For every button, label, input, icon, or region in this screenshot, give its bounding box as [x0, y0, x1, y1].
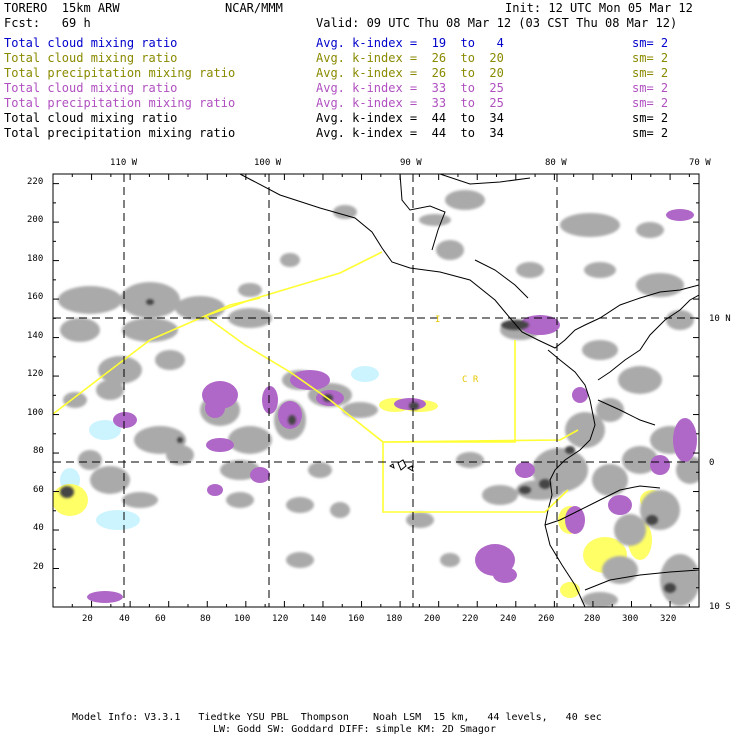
x-tick-label: 120	[272, 614, 289, 624]
x-tick-label: 240	[500, 614, 517, 624]
legend-kindex: Avg. k-index = 26 to 20	[316, 66, 504, 80]
x-tick-label: 160	[348, 614, 365, 624]
legend-smoothing: sm= 2	[632, 51, 669, 65]
x-tick-label: 220	[462, 614, 479, 624]
field-layer: C R I	[53, 174, 699, 607]
lon-label: 100 W	[254, 158, 282, 168]
plot-frame	[52, 173, 700, 608]
y-tick-label: 40	[33, 523, 44, 533]
legend-smoothing: sm= 2	[632, 36, 669, 50]
tick-marks	[52, 174, 699, 608]
legend-smoothing: sm= 2	[632, 81, 669, 95]
y-tick-label: 200	[27, 215, 44, 225]
graticule	[53, 174, 699, 607]
lat-label: 0	[709, 458, 715, 468]
y-tick-label: 220	[27, 177, 44, 187]
init-time: Init: 12 UTC Mon 05 Mar 12	[505, 1, 693, 15]
legend-kindex: Avg. k-index = 33 to 25	[316, 96, 504, 110]
x-tick-label: 320	[660, 614, 677, 624]
legend-field: Total precipitation mixing ratio	[4, 66, 236, 80]
legend-field: Total cloud mixing ratio	[4, 36, 178, 50]
x-tick-label: 40	[119, 614, 130, 624]
lat-label: 10 N	[709, 314, 731, 324]
lon-label: 90 W	[400, 158, 422, 168]
x-tick-label: 60	[155, 614, 166, 624]
y-tick-label: 140	[27, 331, 44, 341]
legend-field: Total precipitation mixing ratio	[4, 96, 236, 110]
y-tick-label: 160	[27, 292, 44, 302]
model-title: TORERO 15km ARW	[4, 1, 120, 15]
y-tick-label: 80	[33, 446, 44, 456]
x-tick-label: 100	[234, 614, 251, 624]
legend-kindex: Avg. k-index = 44 to 34	[316, 126, 504, 140]
legend-smoothing: sm= 2	[632, 66, 669, 80]
x-tick-label: 280	[584, 614, 601, 624]
legend-kindex: Avg. k-index = 44 to 34	[316, 111, 504, 125]
org-label: NCAR/MMM	[225, 1, 283, 15]
x-tick-label: 20	[82, 614, 93, 624]
y-tick-label: 180	[27, 254, 44, 264]
x-tick-label: 200	[424, 614, 441, 624]
valid-time: Valid: 09 UTC Thu 08 Mar 12 (03 CST Thu …	[316, 16, 678, 30]
lat-label: 10 S	[709, 602, 731, 612]
x-tick-label: 140	[310, 614, 327, 624]
model-info-line: Model Info: V3.3.1 Tiedtke YSU PBL Thomp…	[72, 712, 602, 723]
physics-info-line: LW: Godd SW: Goddard DIFF: simple KM: 2D…	[213, 724, 496, 735]
legend-smoothing: sm= 2	[632, 126, 669, 140]
legend-field: Total cloud mixing ratio	[4, 81, 178, 95]
country-code-label: C R	[462, 375, 479, 385]
legend-kindex: Avg. k-index = 19 to 4	[316, 36, 504, 50]
eez-boundaries	[53, 251, 579, 513]
legend-kindex: Avg. k-index = 33 to 25	[316, 81, 504, 95]
y-tick-label: 120	[27, 369, 44, 379]
dark-cores	[60, 299, 676, 593]
forecast-hour: Fcst: 69 h	[4, 16, 91, 30]
legend-field: Total precipitation mixing ratio	[4, 126, 236, 140]
x-tick-label: 260	[538, 614, 555, 624]
boundary-mark-label: I	[435, 315, 440, 325]
lon-label: 70 W	[689, 158, 711, 168]
lon-label: 80 W	[545, 158, 567, 168]
y-tick-label: 60	[33, 485, 44, 495]
x-tick-label: 300	[622, 614, 639, 624]
legend-kindex: Avg. k-index = 26 to 20	[316, 51, 504, 65]
coastlines	[239, 174, 699, 607]
y-tick-label: 20	[33, 562, 44, 572]
legend-field: Total cloud mixing ratio	[4, 51, 178, 65]
lon-label: 110 W	[110, 158, 138, 168]
x-tick-label: 80	[200, 614, 211, 624]
legend-smoothing: sm= 2	[632, 111, 669, 125]
y-tick-label: 100	[27, 408, 44, 418]
legend-field: Total cloud mixing ratio	[4, 111, 178, 125]
x-tick-label: 180	[386, 614, 403, 624]
legend-smoothing: sm= 2	[632, 96, 669, 110]
